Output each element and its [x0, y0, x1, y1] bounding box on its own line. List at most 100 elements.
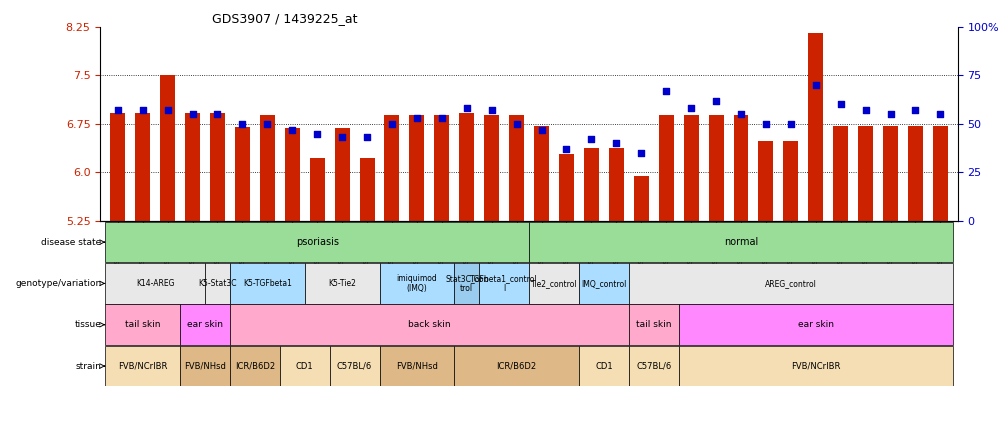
- Bar: [434, 115, 449, 221]
- Text: FVB/NCrIBR: FVB/NCrIBR: [118, 361, 167, 371]
- Bar: [285, 128, 300, 221]
- Bar: [379, 263, 454, 304]
- Text: Stat3C_con
trol: Stat3C_con trol: [445, 274, 488, 293]
- Point: [882, 111, 898, 118]
- Text: CD1: CD1: [296, 361, 314, 371]
- Point: [209, 111, 225, 118]
- Bar: [683, 115, 698, 221]
- Bar: [330, 346, 379, 386]
- Point: [134, 107, 150, 114]
- Legend: transformed count, percentile rank within the sample: transformed count, percentile rank withi…: [105, 443, 276, 444]
- Bar: [180, 346, 229, 386]
- Bar: [658, 115, 673, 221]
- Bar: [808, 33, 823, 221]
- Point: [434, 115, 450, 122]
- Bar: [229, 346, 280, 386]
- Bar: [454, 263, 479, 304]
- Point: [607, 140, 623, 147]
- Point: [159, 107, 175, 114]
- Bar: [678, 346, 952, 386]
- Text: FVB/NHsd: FVB/NHsd: [396, 361, 438, 371]
- Text: FVB/NHsd: FVB/NHsd: [184, 361, 225, 371]
- Bar: [529, 263, 578, 304]
- Bar: [833, 126, 848, 221]
- Bar: [558, 155, 573, 221]
- Bar: [628, 346, 678, 386]
- Bar: [359, 158, 374, 221]
- Bar: [209, 113, 224, 221]
- Bar: [234, 127, 249, 221]
- Bar: [907, 126, 922, 221]
- Text: imiquimod
(IMQ): imiquimod (IMQ): [396, 274, 437, 293]
- Bar: [509, 115, 524, 221]
- Bar: [384, 115, 399, 221]
- Text: tail skin: tail skin: [635, 320, 670, 329]
- Bar: [409, 115, 424, 221]
- Text: AREG_control: AREG_control: [765, 279, 816, 288]
- Point: [807, 81, 823, 88]
- Text: Tie2_control: Tie2_control: [530, 279, 577, 288]
- Text: CD1: CD1: [594, 361, 612, 371]
- Text: K5-Tie2: K5-Tie2: [328, 279, 356, 288]
- Point: [558, 146, 574, 153]
- Text: back skin: back skin: [408, 320, 450, 329]
- Bar: [260, 115, 275, 221]
- Bar: [583, 148, 598, 221]
- Point: [109, 107, 125, 114]
- Bar: [732, 115, 747, 221]
- Bar: [135, 113, 150, 221]
- Point: [682, 105, 698, 112]
- Bar: [529, 222, 952, 262]
- Bar: [783, 141, 798, 221]
- Text: C57BL/6: C57BL/6: [337, 361, 372, 371]
- Bar: [229, 263, 305, 304]
- Point: [857, 107, 873, 114]
- Text: psoriasis: psoriasis: [296, 237, 339, 247]
- Bar: [204, 263, 229, 304]
- Bar: [628, 305, 678, 345]
- Text: GDS3907 / 1439225_at: GDS3907 / 1439225_at: [211, 12, 357, 25]
- Point: [758, 120, 774, 127]
- Bar: [578, 346, 628, 386]
- Point: [508, 120, 524, 127]
- Text: ICR/B6D2: ICR/B6D2: [234, 361, 275, 371]
- Point: [359, 134, 375, 141]
- Bar: [379, 346, 454, 386]
- Text: ear skin: ear skin: [797, 320, 833, 329]
- Text: IMQ_control: IMQ_control: [580, 279, 626, 288]
- Bar: [310, 158, 325, 221]
- Point: [409, 115, 425, 122]
- Point: [334, 134, 350, 141]
- Point: [907, 107, 923, 114]
- Point: [458, 105, 474, 112]
- Point: [707, 97, 723, 104]
- Text: disease state: disease state: [41, 238, 104, 246]
- Bar: [160, 75, 175, 221]
- Point: [732, 111, 748, 118]
- Bar: [105, 346, 180, 386]
- Point: [483, 107, 499, 114]
- Text: K5-TGFbeta1: K5-TGFbeta1: [242, 279, 292, 288]
- Text: FVB/NCrIBR: FVB/NCrIBR: [791, 361, 840, 371]
- Bar: [229, 305, 628, 345]
- Bar: [533, 126, 548, 221]
- Bar: [180, 305, 229, 345]
- Bar: [454, 346, 578, 386]
- Text: K14-AREG: K14-AREG: [135, 279, 174, 288]
- Bar: [932, 126, 947, 221]
- Text: strain: strain: [75, 361, 104, 371]
- Bar: [578, 263, 628, 304]
- Point: [832, 101, 848, 108]
- Text: K5-Stat3C: K5-Stat3C: [198, 279, 236, 288]
- Point: [309, 130, 325, 137]
- Bar: [707, 115, 722, 221]
- Bar: [110, 113, 125, 221]
- Bar: [185, 113, 199, 221]
- Point: [632, 150, 648, 157]
- Point: [657, 87, 673, 94]
- Bar: [633, 176, 648, 221]
- Point: [260, 120, 276, 127]
- Bar: [479, 263, 529, 304]
- Bar: [484, 115, 499, 221]
- Text: C57BL/6: C57BL/6: [635, 361, 670, 371]
